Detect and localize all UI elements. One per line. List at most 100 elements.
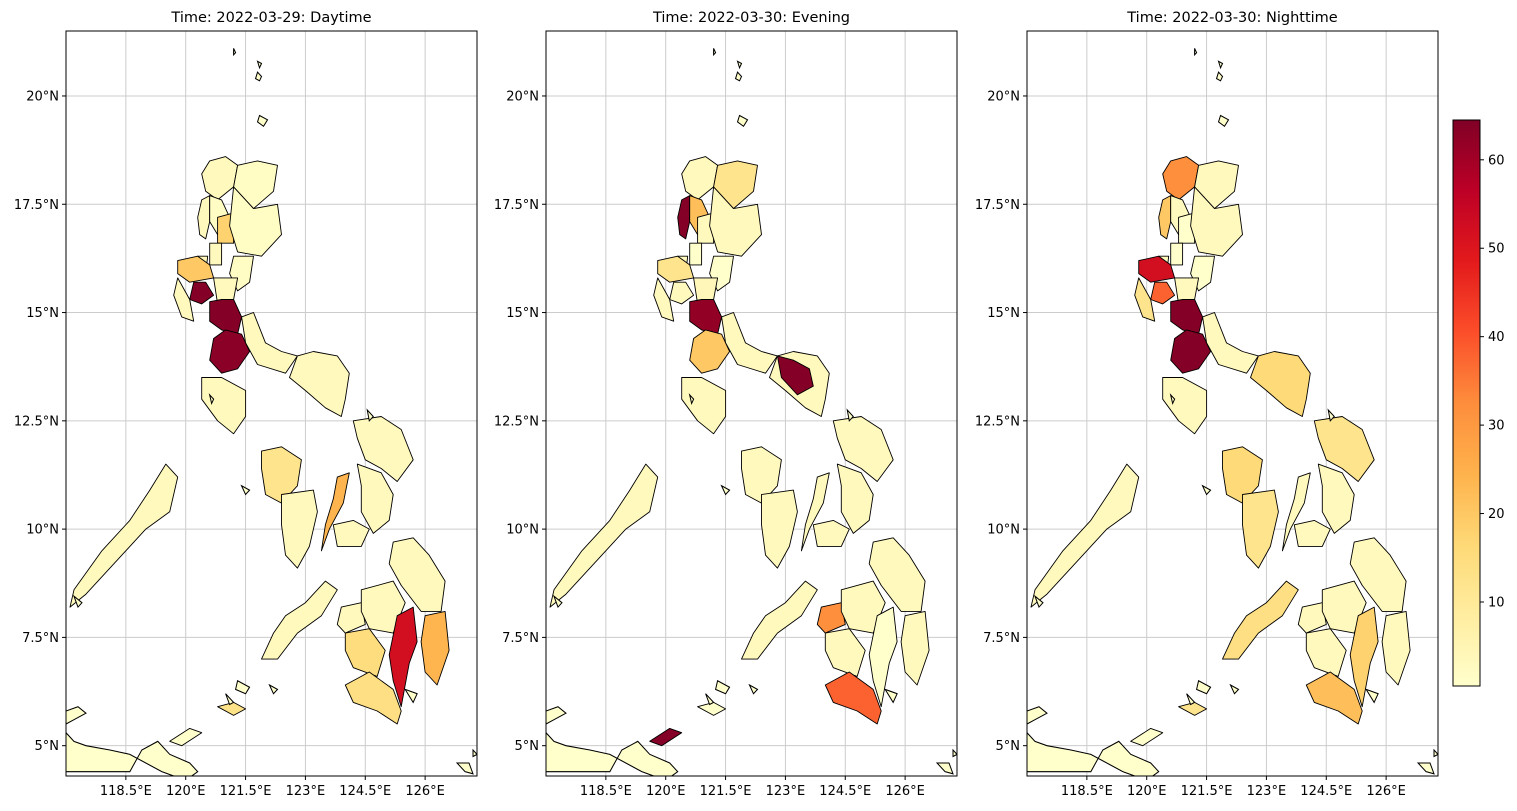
region-zamboanga — [1222, 580, 1299, 660]
region-pangasinan — [657, 255, 695, 283]
region-bulacan — [689, 299, 723, 335]
lon-tick-label: 121.5°E — [1181, 784, 1233, 799]
region-mindoro — [1162, 377, 1208, 435]
region-cebu — [320, 472, 350, 552]
lon-tick-label: 118.5°E — [1061, 784, 1113, 799]
colorbar-tick-label: 30 — [1488, 419, 1505, 434]
region-sulu — [697, 701, 727, 716]
panel-title: Time: 2022-03-29: Daytime — [170, 10, 371, 26]
region-quezon — [241, 312, 298, 374]
region-davao-oriental — [900, 610, 930, 686]
region-zambales — [653, 277, 675, 322]
region-caraga — [1349, 537, 1407, 612]
region-mountain-prov — [217, 212, 235, 244]
lat-tick-label: 10°N — [987, 523, 1020, 538]
region-sulu — [217, 701, 247, 716]
region-isabela — [229, 186, 282, 257]
region-davao-oriental — [420, 610, 450, 686]
region-leyte — [836, 463, 874, 534]
region-bohol — [1293, 519, 1331, 547]
region-zamboanga — [261, 580, 338, 660]
region-bicol — [289, 351, 350, 417]
map-area — [66, 31, 477, 776]
region-palawan — [69, 463, 179, 608]
region-ilocos-norte — [681, 156, 719, 201]
map-area — [1027, 31, 1438, 780]
region-tarlac — [1150, 281, 1176, 305]
region-ilocos-norte — [201, 156, 239, 201]
colorbar-tick-label: 40 — [1488, 330, 1505, 345]
lon-tick-label: 123°E — [1247, 784, 1287, 799]
lon-tick-label: 123°E — [286, 784, 326, 799]
region-benguet — [689, 242, 703, 266]
lon-tick-label: 126°E — [1366, 784, 1406, 799]
lon-tick-label: 120°E — [166, 784, 206, 799]
panel-frame — [65, 30, 478, 777]
lat-tick-label: 15°N — [26, 306, 59, 321]
region-pangasinan — [177, 255, 215, 283]
colorbar-tick-label: 10 — [1488, 595, 1505, 610]
region-tawi-tawi — [649, 727, 683, 747]
region-samar — [832, 416, 894, 482]
region-benguet — [209, 242, 223, 266]
region-negros — [281, 489, 318, 569]
colorbar-tick-label: 60 — [1488, 153, 1505, 168]
region-zamboanga — [741, 580, 818, 660]
lon-tick-label: 124.5°E — [819, 784, 871, 799]
region-tawi-tawi — [1130, 727, 1164, 747]
lon-tick-label: 118.5°E — [580, 784, 632, 799]
lat-tick-label: 20°N — [506, 89, 539, 104]
panel-title: Time: 2022-03-30: Evening — [652, 10, 850, 26]
lon-tick-label: 120°E — [1127, 784, 1167, 799]
region-leyte — [356, 463, 394, 534]
lon-tick-label: 123°E — [766, 784, 806, 799]
map-panel: Time: 2022-03-29: Daytime 118.5°E 120°E 121… — [14, 10, 478, 799]
region-manila-calabarzon — [1170, 329, 1212, 374]
region-caraga — [388, 537, 446, 612]
region-bohol — [812, 519, 850, 547]
minor-islands — [1027, 48, 1438, 780]
region-palawan — [1030, 463, 1140, 608]
map-panel: Time: 2022-03-30: Evening 118.5°E 120°E 121… — [494, 10, 958, 799]
region-mindoro — [201, 377, 247, 435]
lat-tick-label: 15°N — [987, 306, 1020, 321]
region-benguet — [1170, 242, 1184, 266]
lat-tick-label: 12.5°N — [494, 414, 539, 429]
region-isabela — [1190, 186, 1243, 257]
region-ilocos-norte — [1162, 156, 1200, 201]
region-lanao — [816, 602, 846, 634]
colorbar: 10 20 30 40 50 60 — [1452, 119, 1505, 687]
region-bicol — [1250, 351, 1311, 417]
region-davao-city — [868, 606, 898, 708]
region-quezon — [1202, 312, 1259, 374]
region-cotabato — [1305, 628, 1347, 677]
region-bohol — [332, 519, 370, 547]
lon-tick-label: 118.5°E — [100, 784, 152, 799]
region-leyte — [1317, 463, 1355, 534]
region-cotabato — [824, 628, 866, 677]
panel-frame — [545, 30, 958, 777]
region-south-mindanao — [1305, 671, 1363, 725]
region-davao-city — [388, 606, 418, 708]
lat-tick-label: 5°N — [996, 739, 1021, 754]
lat-tick-label: 5°N — [515, 739, 540, 754]
lat-tick-label: 17.5°N — [14, 198, 59, 213]
panel-title: Time: 2022-03-30: Nighttime — [1126, 10, 1338, 26]
panel-frame — [1026, 30, 1439, 777]
region-isabela — [709, 186, 762, 257]
region-negros — [1242, 489, 1279, 569]
region-cebu — [1281, 472, 1311, 552]
lat-tick-label: 17.5°N — [494, 198, 539, 213]
lon-tick-label: 124.5°E — [339, 784, 391, 799]
minor-islands — [546, 48, 957, 780]
lat-tick-label: 20°N — [987, 89, 1020, 104]
lat-tick-label: 20°N — [26, 89, 59, 104]
lat-tick-label: 12.5°N — [14, 414, 59, 429]
region-zambales — [173, 277, 195, 322]
region-negros — [761, 489, 798, 569]
region-mountain-prov — [697, 212, 715, 244]
region-samar — [1313, 416, 1375, 482]
region-sulu — [1178, 701, 1208, 716]
colorbar-tick-label: 20 — [1488, 507, 1505, 522]
